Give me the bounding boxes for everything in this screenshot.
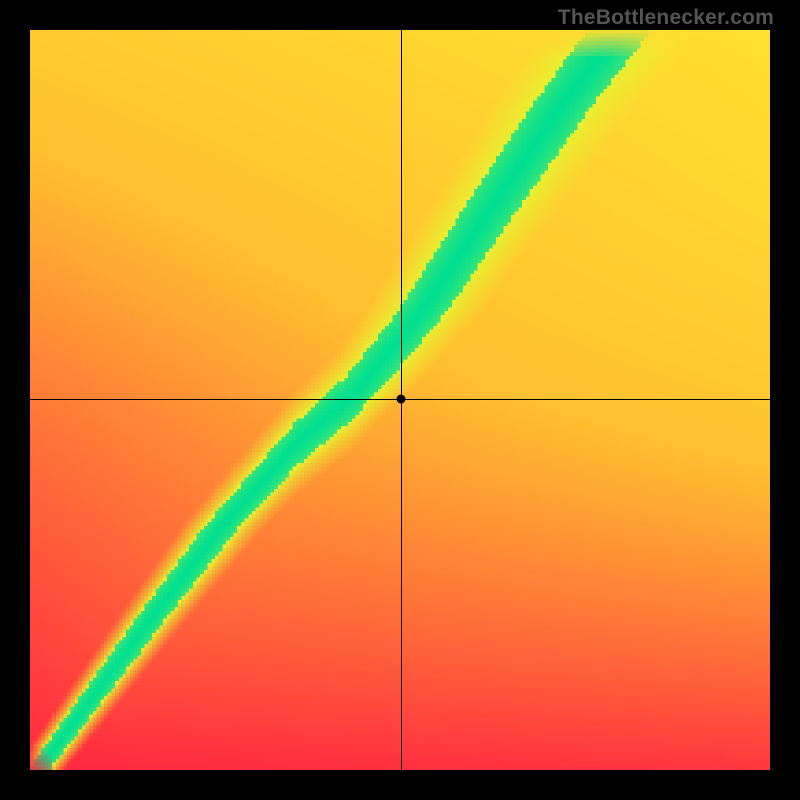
watermark-label: TheBottlenecker.com <box>558 6 774 30</box>
bottleneck-heatmap-figure: TheBottlenecker.com <box>0 0 800 800</box>
plot-area <box>30 30 770 770</box>
crosshair-dot <box>396 395 405 404</box>
